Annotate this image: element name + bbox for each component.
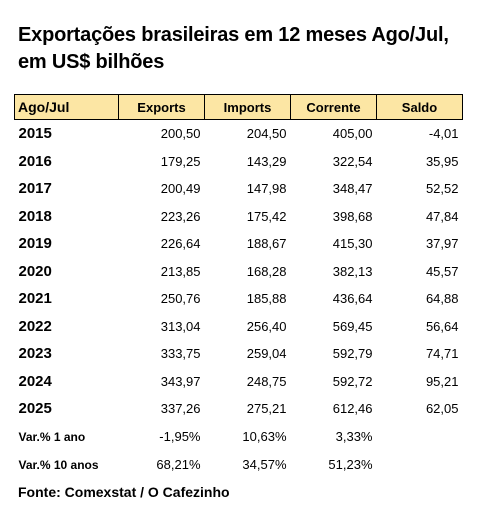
cell-imports: 275,21 bbox=[246, 401, 287, 417]
cell-period: 2017 bbox=[18, 180, 52, 198]
header-corrente: Corrente bbox=[290, 94, 377, 120]
cell-period: 2024 bbox=[18, 372, 52, 390]
table-body: 2015 200,50 204,50 405,00 -4,01 2016 179,25 143… bbox=[15, 120, 463, 479]
cell-period: 2016 bbox=[18, 152, 52, 170]
cell-imports: 147,98 bbox=[246, 181, 287, 197]
cell-imports: 34,57% bbox=[242, 457, 287, 472]
cell-period: Var.% 1 ano bbox=[18, 429, 86, 444]
cell-imports: 185,88 bbox=[246, 291, 287, 307]
cell-exports: 200,50 bbox=[160, 126, 201, 142]
cell-exports: 179,25 bbox=[160, 153, 201, 169]
cell-corrente: 382,13 bbox=[332, 263, 373, 279]
cell-saldo: 35,95 bbox=[425, 153, 459, 169]
table-row: 2018 223,26 175,42 398,68 47,84 bbox=[15, 203, 463, 231]
cell-saldo: -4,01 bbox=[428, 126, 459, 142]
cell-imports: 256,40 bbox=[246, 318, 287, 334]
title-line-1: Exportações brasileiras em 12 meses Ago/… bbox=[18, 24, 449, 46]
cell-period: 2020 bbox=[18, 262, 52, 280]
table-row: 2024 343,97 248,75 592,72 95,21 bbox=[15, 368, 463, 396]
header-exports: Exports bbox=[118, 94, 205, 120]
table-row: 2015 200,50 204,50 405,00 -4,01 bbox=[15, 120, 463, 148]
cell-exports: -1,95% bbox=[159, 429, 201, 444]
cell-corrente: 415,30 bbox=[332, 236, 373, 252]
cell-imports: 259,04 bbox=[246, 346, 287, 362]
cell-corrente: 51,23% bbox=[328, 457, 373, 472]
cell-imports: 248,75 bbox=[246, 373, 287, 389]
cell-corrente: 348,47 bbox=[332, 181, 373, 197]
header-period: Ago/Jul bbox=[14, 94, 119, 120]
cell-corrente: 569,45 bbox=[332, 318, 373, 334]
source-note: Fonte: Comexstat / O Cafezinho bbox=[18, 484, 230, 500]
cell-exports: 337,26 bbox=[160, 401, 201, 417]
cell-saldo bbox=[377, 451, 463, 479]
cell-corrente: 612,46 bbox=[332, 401, 373, 417]
cell-corrente: 398,68 bbox=[332, 208, 373, 224]
cell-exports: 333,75 bbox=[160, 346, 201, 362]
cell-saldo: 95,21 bbox=[425, 373, 459, 389]
cell-exports: 200,49 bbox=[160, 181, 201, 197]
cell-saldo: 56,64 bbox=[425, 318, 459, 334]
cell-corrente: 592,79 bbox=[332, 346, 373, 362]
table-row: 2023 333,75 259,04 592,79 74,71 bbox=[15, 340, 463, 368]
header-saldo: Saldo bbox=[376, 94, 463, 120]
cell-period: 2023 bbox=[18, 345, 52, 363]
cell-imports: 188,67 bbox=[246, 236, 287, 252]
cell-corrente: 3,33% bbox=[335, 429, 373, 444]
cell-imports: 168,28 bbox=[246, 263, 287, 279]
title-line-2: em US$ bilhões bbox=[18, 51, 165, 73]
cell-period: 2022 bbox=[18, 317, 52, 335]
cell-imports: 204,50 bbox=[246, 126, 287, 142]
table-row: Var.% 10 anos 68,21% 34,57% 51,23% bbox=[15, 451, 463, 479]
cell-saldo: 64,88 bbox=[425, 291, 459, 307]
table-row: 2017 200,49 147,98 348,47 52,52 bbox=[15, 175, 463, 203]
cell-saldo: 37,97 bbox=[425, 236, 459, 252]
cell-corrente: 592,72 bbox=[332, 373, 373, 389]
cell-saldo: 52,52 bbox=[425, 181, 459, 197]
cell-period: 2021 bbox=[18, 290, 52, 308]
table-row: 2020 213,85 168,28 382,13 45,57 bbox=[15, 258, 463, 286]
cell-corrente: 436,64 bbox=[332, 291, 373, 307]
cell-exports: 226,64 bbox=[160, 236, 201, 252]
cell-period: Var.% 10 anos bbox=[18, 457, 99, 472]
cell-imports: 143,29 bbox=[246, 153, 287, 169]
cell-exports: 223,26 bbox=[160, 208, 201, 224]
cell-imports: 175,42 bbox=[246, 208, 287, 224]
header-row: Ago/Jul Exports Imports Corrente Saldo bbox=[14, 94, 463, 120]
table-row: 2019 226,64 188,67 415,30 37,97 bbox=[15, 230, 463, 258]
header-imports: Imports bbox=[204, 94, 291, 120]
cell-exports: 313,04 bbox=[160, 318, 201, 334]
table-row: 2025 337,26 275,21 612,46 62,05 bbox=[15, 395, 463, 423]
cell-imports: 10,63% bbox=[242, 429, 287, 444]
cell-period: 2018 bbox=[18, 207, 52, 225]
cell-saldo: 47,84 bbox=[425, 208, 459, 224]
cell-exports: 213,85 bbox=[160, 263, 201, 279]
table-row: 2022 313,04 256,40 569,45 56,64 bbox=[15, 313, 463, 341]
cell-saldo: 62,05 bbox=[425, 401, 459, 417]
cell-corrente: 405,00 bbox=[332, 126, 373, 142]
table-row: 2016 179,25 143,29 322,54 35,95 bbox=[15, 148, 463, 176]
cell-period: 2015 bbox=[18, 125, 52, 143]
cell-saldo bbox=[377, 423, 463, 451]
cell-saldo: 74,71 bbox=[425, 346, 459, 362]
exports-table: Ago/Jul Exports Imports Corrente Saldo 2… bbox=[14, 94, 463, 479]
cell-exports: 343,97 bbox=[160, 373, 201, 389]
cell-period: 2019 bbox=[18, 235, 52, 253]
page-title: Exportações brasileiras em 12 meses Ago/… bbox=[18, 22, 478, 76]
cell-exports: 68,21% bbox=[156, 457, 201, 472]
table-row: Var.% 1 ano -1,95% 10,63% 3,33% bbox=[15, 423, 463, 451]
cell-period: 2025 bbox=[18, 400, 52, 418]
cell-corrente: 322,54 bbox=[332, 153, 373, 169]
cell-exports: 250,76 bbox=[160, 291, 201, 307]
cell-saldo: 45,57 bbox=[425, 263, 459, 279]
table-row: 2021 250,76 185,88 436,64 64,88 bbox=[15, 285, 463, 313]
